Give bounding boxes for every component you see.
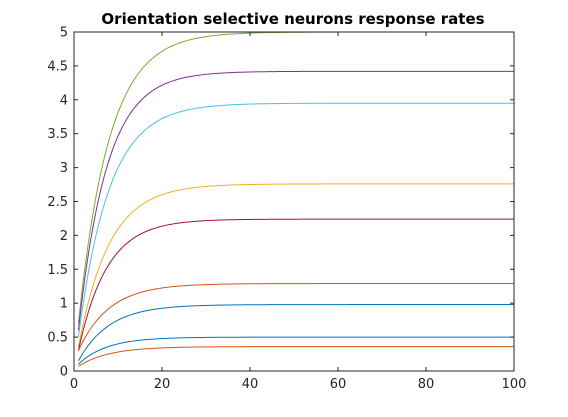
series-line-9	[78, 346, 514, 367]
series-line-5	[77, 218, 514, 351]
y-tick-label: 1	[60, 297, 68, 312]
x-tick-label: 60	[330, 377, 347, 392]
x-tick-label: 80	[418, 377, 435, 392]
x-tick-label: 0	[70, 377, 78, 392]
y-tick-label: 3	[60, 161, 68, 176]
y-tick-label: 4.5	[47, 59, 68, 74]
y-tick-label: 2	[60, 229, 68, 244]
x-tick-label: 100	[502, 377, 527, 392]
y-tick-label: 5	[60, 26, 68, 41]
series-line-1	[77, 31, 514, 324]
series-line-2	[77, 70, 514, 331]
series-layer	[77, 31, 514, 367]
series-line-8	[78, 336, 514, 365]
y-tick-label: 2.5	[47, 195, 68, 210]
series-line-6	[77, 283, 514, 351]
y-tick-label: 4	[60, 93, 68, 108]
series-line-7	[77, 304, 514, 362]
plot-area-box	[73, 31, 515, 372]
series-line-3	[77, 102, 514, 338]
x-tick-label: 40	[242, 377, 259, 392]
y-tick-label: 0	[60, 365, 68, 380]
x-tick-label: 20	[154, 377, 171, 392]
chart-title: Orientation selective neurons response r…	[101, 10, 484, 28]
y-tick-label: 0.5	[47, 331, 68, 346]
y-tick-label: 1.5	[47, 263, 68, 278]
y-tick-label: 3.5	[47, 127, 68, 142]
series-line-4	[77, 183, 514, 348]
tick-layer: 0 20 40 60 80 100 0 0.5 1 1.5 2 2.5 3 3.5 4 4.5 5	[47, 26, 526, 393]
